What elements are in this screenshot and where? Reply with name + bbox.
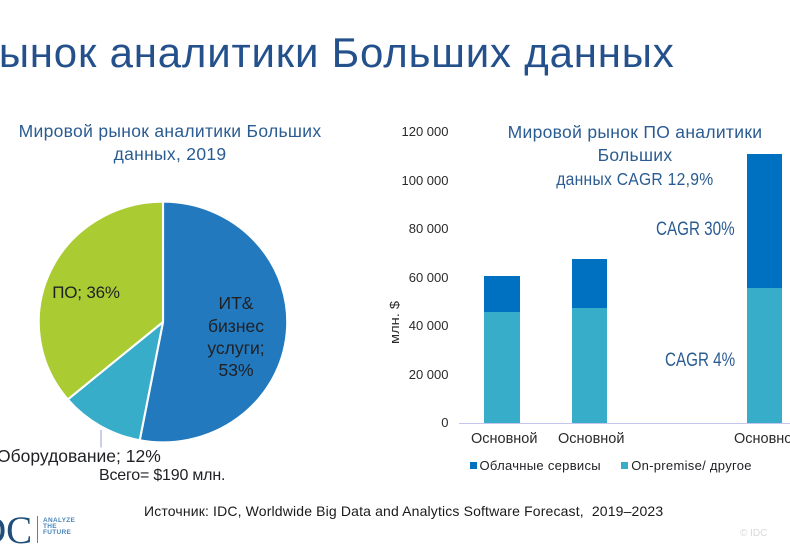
svg-text:млн. $: млн. $ <box>387 300 402 344</box>
